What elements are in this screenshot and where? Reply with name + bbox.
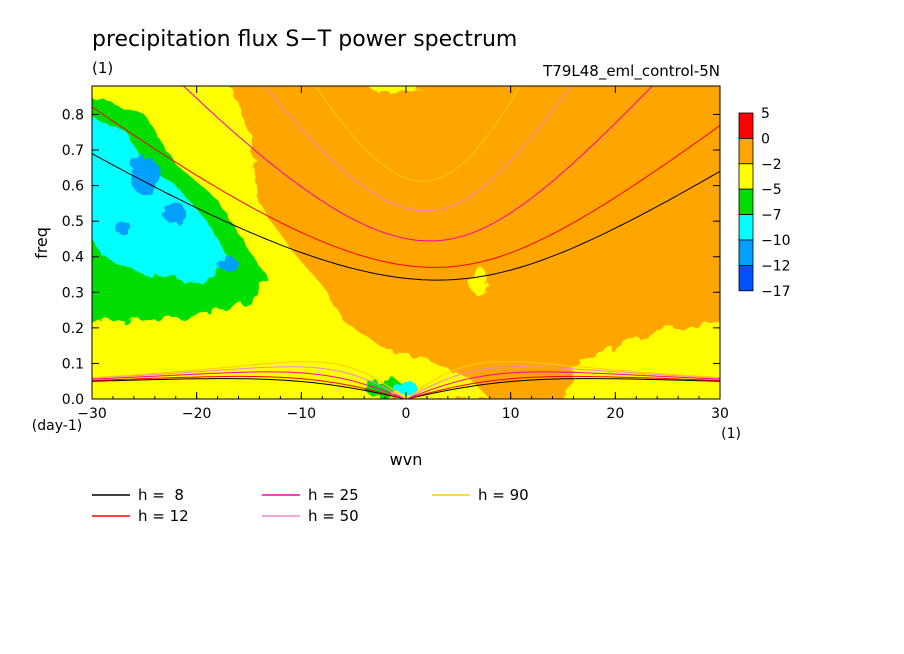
y-tick-label: 0.5 [62, 214, 84, 230]
curve-h50-high-freq [264, 86, 572, 212]
power-spectrum-field [92, 86, 720, 399]
colorbar-label: −12 [761, 258, 791, 274]
blue-core-2 [163, 204, 188, 225]
y-tick-label: 0.2 [62, 321, 84, 337]
chart-title: precipitation flux S−T power spectrum [92, 27, 517, 52]
curve-h90-low-freq [92, 361, 720, 399]
colorbar-label: −7 [761, 208, 782, 224]
yellow-patch-mid [470, 267, 489, 296]
yellow-patch-top [369, 86, 422, 93]
curve-h8-high-freq [92, 153, 720, 281]
y-tick-label: 0.3 [62, 285, 84, 301]
curve-h90-high-freq [314, 86, 521, 182]
colorbar: 5 0 −2 −5 −7 −10 −12 −17 [738, 106, 791, 300]
x-tick-label: −20 [182, 406, 212, 422]
y-tick-label: 0.6 [62, 179, 84, 195]
x-axis-title: wvn [390, 450, 423, 469]
curve-h25-high-freq [182, 86, 653, 242]
curve-h25-low-freq [92, 371, 720, 399]
curve-h12-low-freq [92, 375, 720, 399]
colorbar-swatch [738, 239, 754, 266]
colorbar-swatch [738, 188, 754, 215]
x-tick-label: 10 [502, 406, 520, 422]
colorbar-label: 5 [761, 106, 770, 122]
colorbar-label: 0 [761, 131, 770, 147]
legend-label-h50: h = 50 [308, 507, 359, 525]
legend-label-h12: h = 12 [138, 507, 189, 525]
x-axis: −30 −20 −10 0 10 20 30 [77, 86, 729, 422]
cyan-patch-low [394, 381, 418, 396]
x-tick-label: −30 [77, 406, 107, 422]
y-tick-label: 0.8 [62, 107, 84, 123]
legend: h = 8 h = 12 h = 25 h = 50 h = 90 [92, 486, 529, 525]
blue-core-1 [130, 154, 159, 195]
x-tick-label: 20 [606, 406, 624, 422]
colorbar-swatch [738, 214, 754, 241]
colorbar-label: −17 [761, 284, 791, 300]
colorbar-label: −2 [761, 157, 782, 173]
blue-core-3 [218, 256, 239, 271]
legend-label-h8: h = 8 [138, 486, 184, 504]
curve-h8-low-freq [92, 378, 720, 399]
x-tick-label: 0 [402, 406, 411, 422]
y-axis-title: freq [32, 227, 51, 259]
curve-h50-low-freq [92, 366, 720, 399]
x-tick-label: −10 [287, 406, 317, 422]
legend-label-h90: h = 90 [478, 486, 529, 504]
y-tick-label: 0.0 [62, 392, 84, 408]
colorbar-label: −10 [761, 233, 791, 249]
run-name: T79L48_eml_control-5N [542, 62, 720, 81]
y-tick-label: 0.4 [62, 250, 84, 266]
y-tick-label: 0.7 [62, 143, 84, 159]
chart-units: (1) [92, 59, 113, 77]
y-tick-label: 0.1 [62, 356, 84, 372]
y-unit-label: (day-1) [32, 418, 82, 434]
y-axis: 0.0 0.1 0.2 0.3 0.4 0.5 0.6 0.7 0.8 [62, 107, 720, 408]
x-tick-label: 30 [711, 406, 729, 422]
blue-core-4 [115, 221, 132, 236]
cyan-region [92, 118, 229, 282]
colorbar-swatch [738, 264, 754, 292]
yellow-region-west [92, 86, 490, 399]
dispersion-curves [92, 86, 720, 399]
curve-h12-high-freq [92, 106, 720, 268]
colorbar-swatch [738, 163, 754, 190]
colorbar-swatch [738, 137, 754, 165]
x-unit-label: (1) [721, 426, 741, 442]
legend-label-h25: h = 25 [308, 486, 359, 504]
colorbar-swatch [738, 112, 754, 139]
colorbar-label: −5 [761, 182, 782, 198]
